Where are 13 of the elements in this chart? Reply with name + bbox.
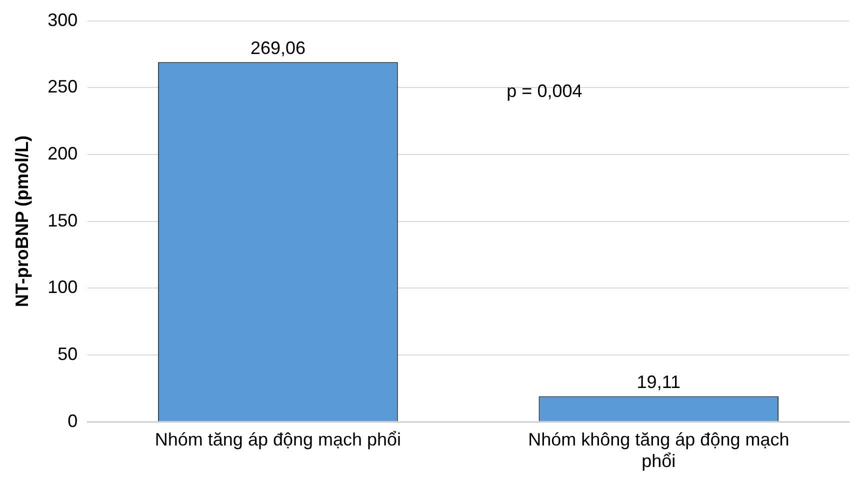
x-tick-label: Nhóm tăng áp động mạch phổi bbox=[154, 430, 402, 450]
x-tick-label: Nhóm không tăng áp động mạch phổi bbox=[528, 430, 790, 472]
y-tick-label: 150 bbox=[48, 210, 78, 230]
data-label: 269,06 bbox=[250, 38, 306, 58]
annotation: p = 0,004 bbox=[506, 80, 582, 101]
y-tick-label: 200 bbox=[48, 143, 78, 164]
y-tick-label: 50 bbox=[58, 344, 78, 364]
data-label: 19,11 bbox=[636, 372, 681, 392]
y-tick-label: 0 bbox=[68, 410, 78, 431]
y-tick-label: 250 bbox=[48, 76, 78, 97]
y-axis-title: NT-proBNP (pmol/L) bbox=[12, 135, 32, 308]
y-tick-label: 300 bbox=[48, 10, 78, 30]
y-tick-label: 100 bbox=[48, 277, 78, 298]
